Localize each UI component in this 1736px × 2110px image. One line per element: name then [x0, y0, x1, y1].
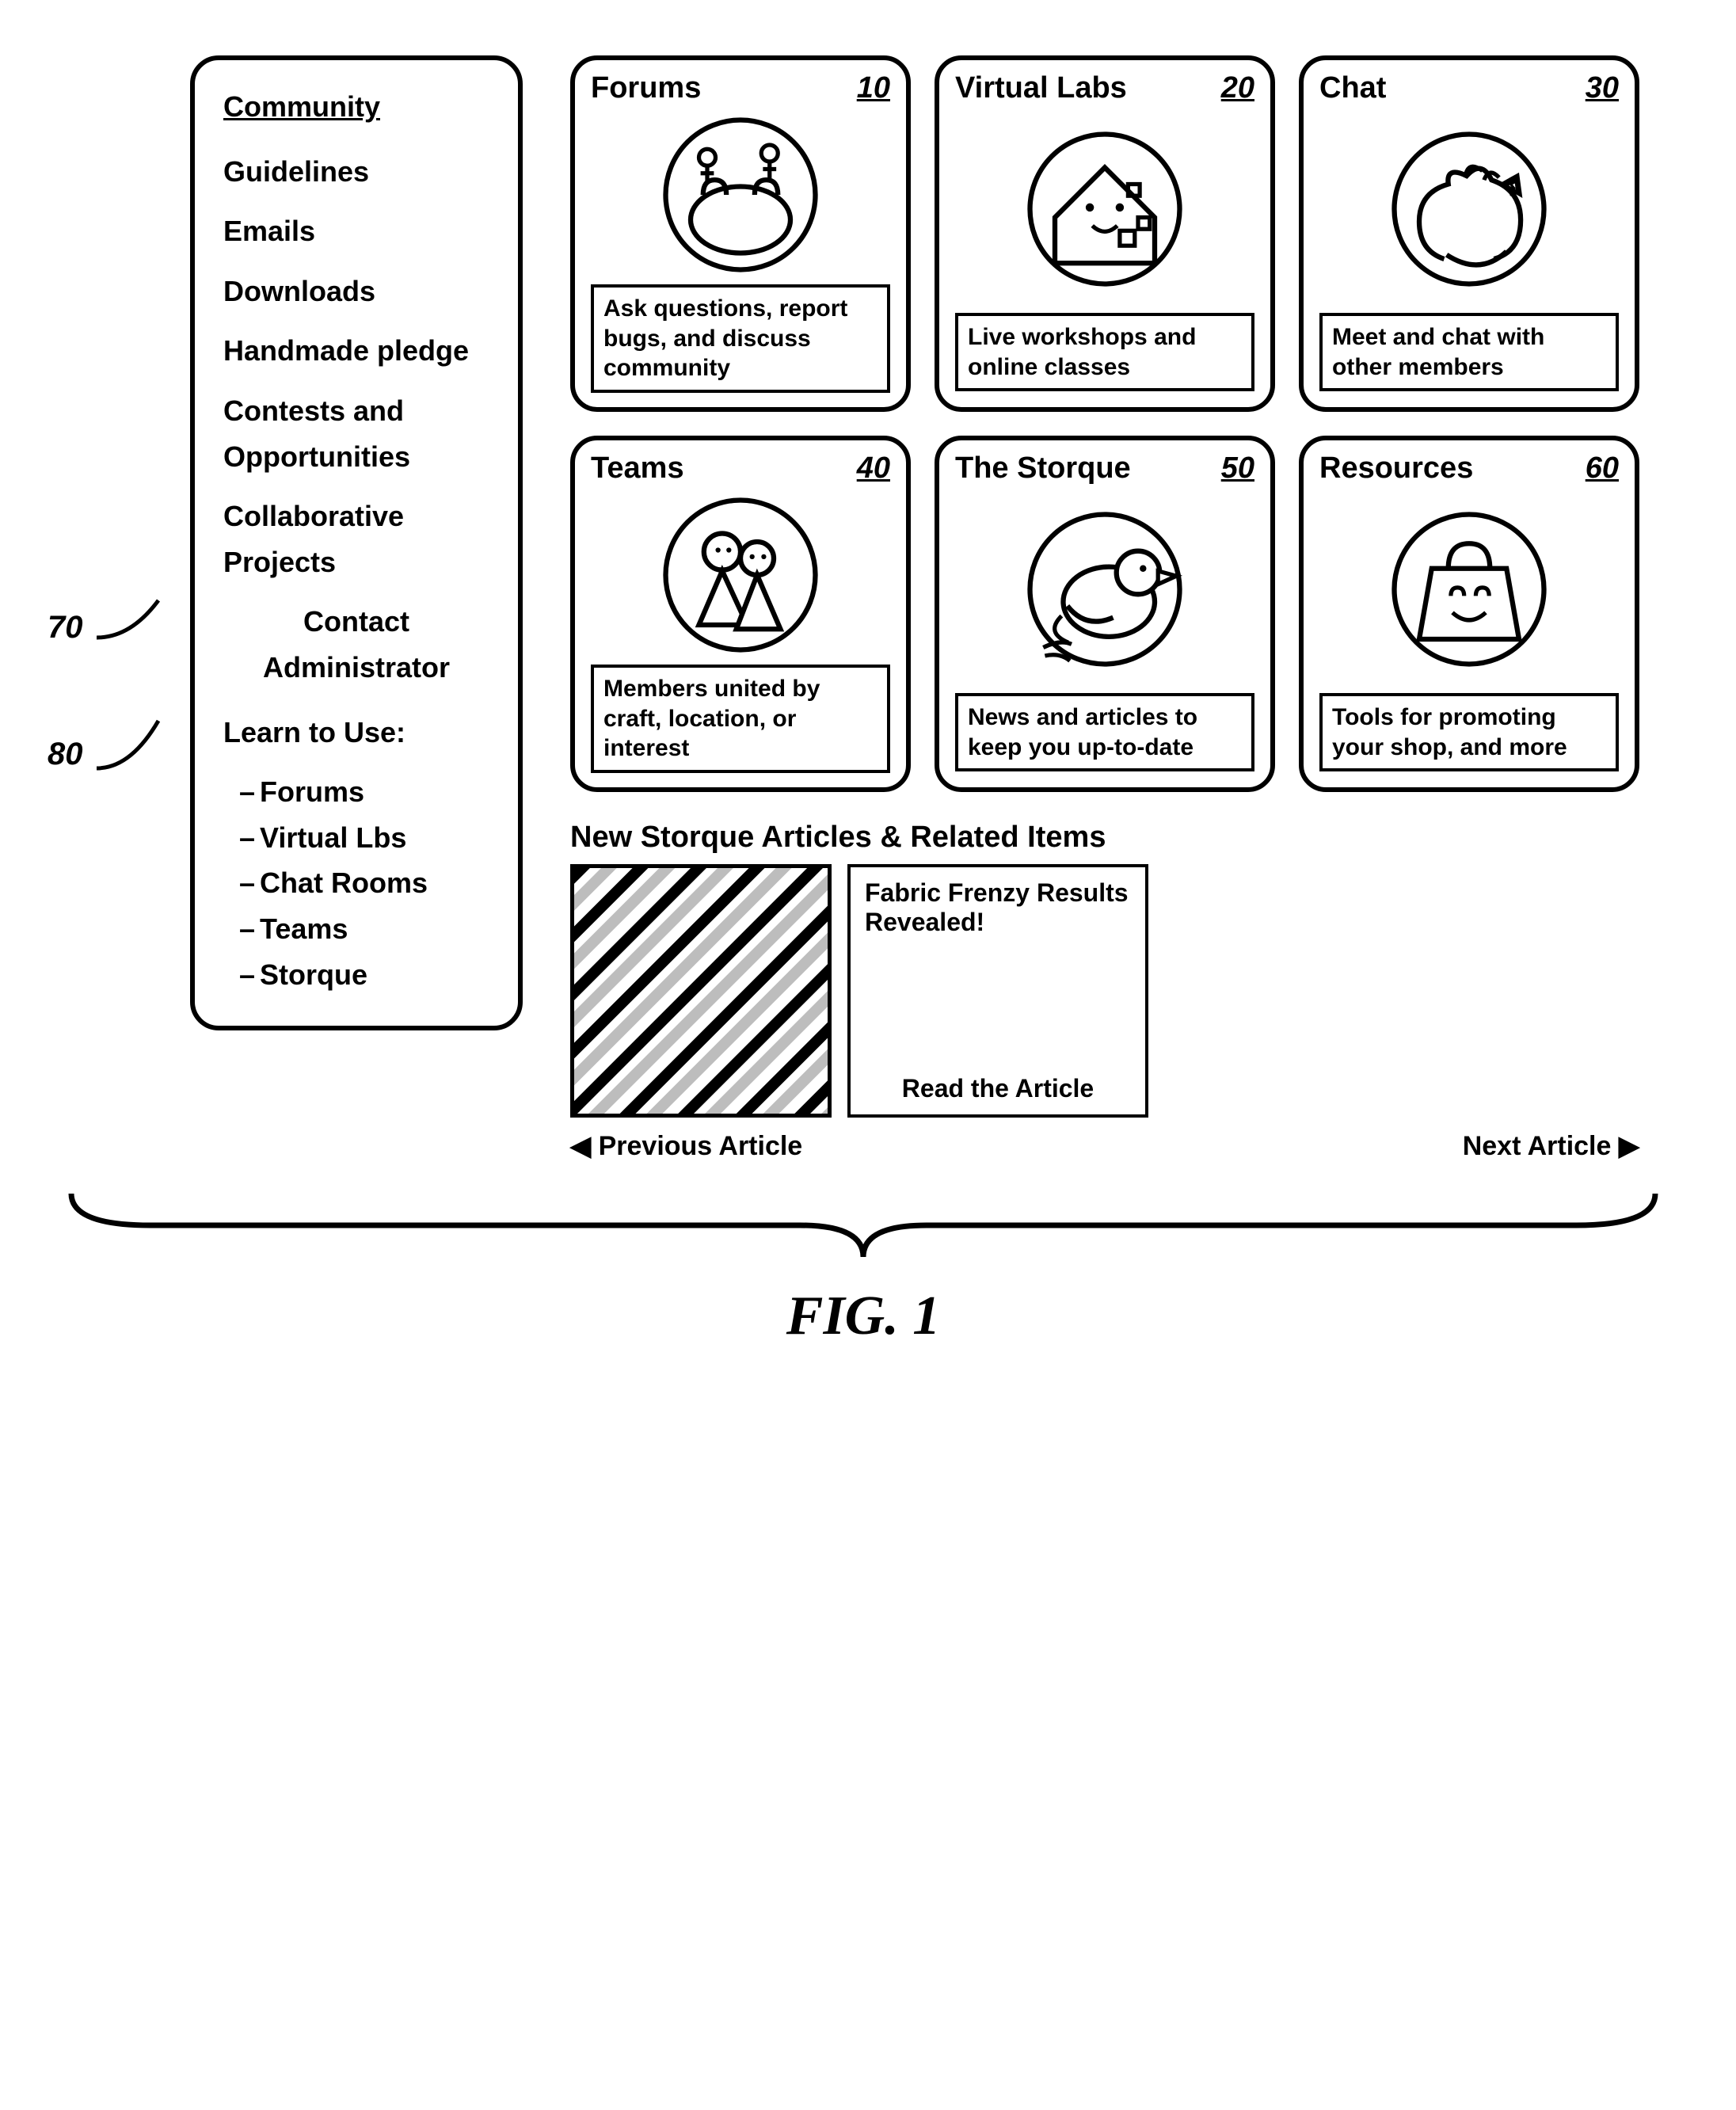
card-caption: Meet and chat with other members [1319, 313, 1619, 391]
card-ref: 30 [1586, 71, 1619, 105]
card-grid: Forums 10 [570, 55, 1671, 792]
callout-70: 70 [48, 610, 83, 646]
community-sidebar: Community Guidelines Emails Downloads Ha… [190, 55, 523, 1030]
card-caption: Live workshops and online classes [955, 313, 1254, 391]
card-teams[interactable]: Teams 40 Members united by cr [570, 436, 911, 792]
article-card[interactable]: Fabric Frenzy Results Revealed! Read the… [847, 864, 1148, 1118]
bird-icon [955, 486, 1254, 693]
cat-icon [1319, 105, 1619, 313]
card-forums[interactable]: Forums 10 [570, 55, 911, 412]
figure-brace-icon [55, 1178, 1671, 1273]
card-title: Chat [1319, 71, 1386, 105]
learn-heading: Learn to Use: [223, 710, 489, 756]
card-caption: News and articles to keep you up-to-date [955, 693, 1254, 771]
card-caption: Ask questions, report bugs, and discuss … [591, 284, 890, 393]
learn-item[interactable]: Virtual Lbs [239, 815, 489, 861]
card-title: Teams [591, 451, 684, 486]
leader-80 [95, 713, 166, 784]
card-ref: 10 [857, 71, 890, 105]
article-cta[interactable]: Read the Article [865, 1074, 1131, 1103]
article-title: Fabric Frenzy Results Revealed! [865, 878, 1131, 937]
sidebar-item-contests[interactable]: Contests and Opportunities [223, 388, 489, 479]
sidebar-item-collab[interactable]: Collaborative Projects [223, 493, 489, 585]
card-ref: 60 [1586, 451, 1619, 486]
card-ref: 20 [1221, 71, 1254, 105]
article-nav: Previous Article Next Article [570, 1130, 1639, 1162]
prev-article-link[interactable]: Previous Article [570, 1130, 802, 1162]
people-icon [591, 486, 890, 665]
sidebar-item[interactable]: Contact Administrator [223, 599, 489, 690]
card-title: The Storque [955, 451, 1131, 486]
sidebar-item[interactable]: Emails [223, 208, 489, 254]
callout-80: 80 [48, 737, 83, 772]
card-chat[interactable]: Chat 30 Meet a [1299, 55, 1639, 412]
articles-section: New Storque Articles & Related Items [570, 821, 1671, 1162]
card-title: Virtual Labs [955, 71, 1127, 105]
next-article-link[interactable]: Next Article [1463, 1130, 1639, 1162]
hatch-icon [574, 868, 828, 1114]
card-caption: Members united by craft, location, or in… [591, 665, 890, 773]
main-column: Forums 10 [570, 55, 1671, 1162]
content-row: 70 80 Community Guidelines Emails Downlo… [55, 55, 1671, 1162]
card-virtual-labs[interactable]: Virtual Labs 20 Live workshop [935, 55, 1275, 412]
bag-icon [1319, 486, 1619, 693]
card-resources[interactable]: Resources 60 Tools for promoting your sh… [1299, 436, 1639, 792]
learn-item[interactable]: Teams [239, 906, 489, 952]
card-title: Forums [591, 71, 701, 105]
learn-item[interactable]: Chat Rooms [239, 860, 489, 906]
figure-1: 70 80 Community Guidelines Emails Downlo… [32, 32, 1695, 1372]
card-title: Resources [1319, 451, 1473, 486]
card-ref: 50 [1221, 451, 1254, 486]
leader-70 [95, 594, 166, 657]
card-storque[interactable]: The Storque 50 News and artic [935, 436, 1275, 792]
forums-icon [591, 105, 890, 284]
learn-item[interactable]: Forums [239, 769, 489, 815]
articles-heading: New Storque Articles & Related Items [570, 821, 1671, 855]
house-icon [955, 105, 1254, 313]
sidebar-item[interactable]: Downloads [223, 269, 489, 314]
sidebar-item[interactable]: Handmade pledge [223, 328, 489, 374]
sidebar-heading: Community [223, 84, 489, 130]
card-ref: 40 [857, 451, 890, 486]
learn-list: Forums Virtual Lbs Chat Rooms Teams Stor… [239, 769, 489, 997]
articles-row: Fabric Frenzy Results Revealed! Read the… [570, 864, 1671, 1118]
card-caption: Tools for promoting your shop, and more [1319, 693, 1619, 771]
article-thumb[interactable] [570, 864, 832, 1118]
sidebar-item[interactable]: Guidelines [223, 149, 489, 195]
learn-item[interactable]: Storque [239, 952, 489, 998]
figure-label: FIG. 1 [55, 1285, 1671, 1348]
